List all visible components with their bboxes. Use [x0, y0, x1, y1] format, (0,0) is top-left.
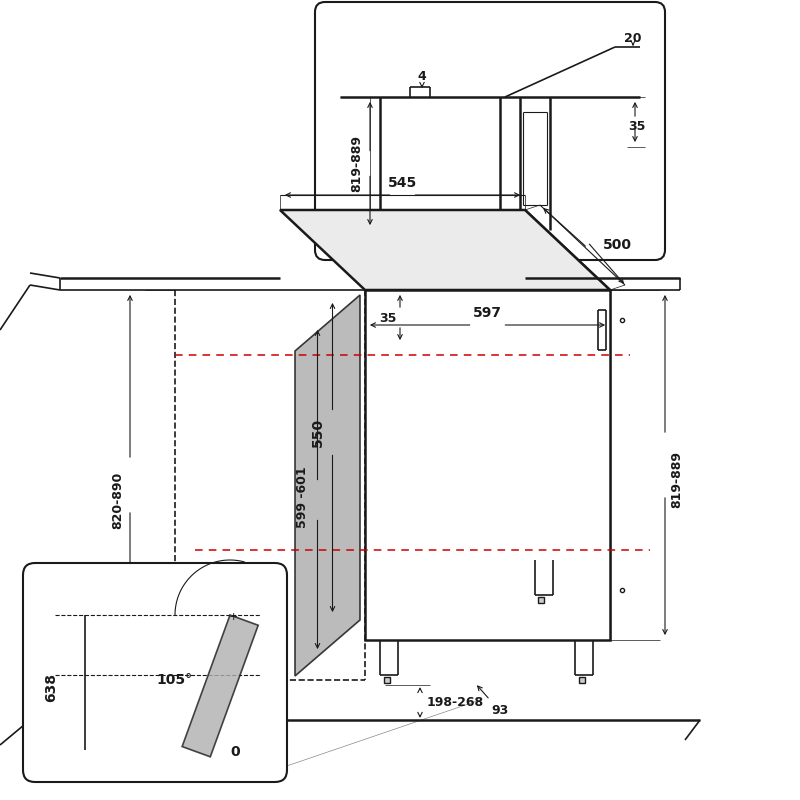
Polygon shape [295, 295, 360, 676]
Text: 105°: 105° [157, 673, 193, 687]
Polygon shape [182, 615, 258, 757]
Text: 4: 4 [418, 70, 426, 83]
FancyBboxPatch shape [315, 2, 665, 260]
Text: 599 -601: 599 -601 [296, 466, 309, 528]
Text: 35: 35 [379, 311, 397, 325]
FancyBboxPatch shape [23, 563, 287, 782]
Text: 819-889: 819-889 [670, 451, 683, 509]
Polygon shape [525, 210, 610, 640]
Text: 597: 597 [473, 306, 502, 320]
Text: 638: 638 [44, 673, 58, 702]
Text: 93: 93 [491, 703, 509, 717]
Text: 820-890: 820-890 [111, 471, 125, 529]
Text: 198-268: 198-268 [426, 696, 483, 709]
Polygon shape [280, 210, 610, 290]
Text: 35: 35 [628, 121, 646, 134]
Text: +: + [228, 612, 238, 622]
Text: 20: 20 [624, 33, 642, 46]
Text: 0: 0 [230, 745, 240, 759]
Text: 500: 500 [603, 238, 632, 252]
Text: 550: 550 [310, 418, 325, 447]
Text: 545: 545 [388, 176, 417, 190]
Text: 819-889: 819-889 [350, 135, 363, 192]
Polygon shape [365, 290, 610, 640]
